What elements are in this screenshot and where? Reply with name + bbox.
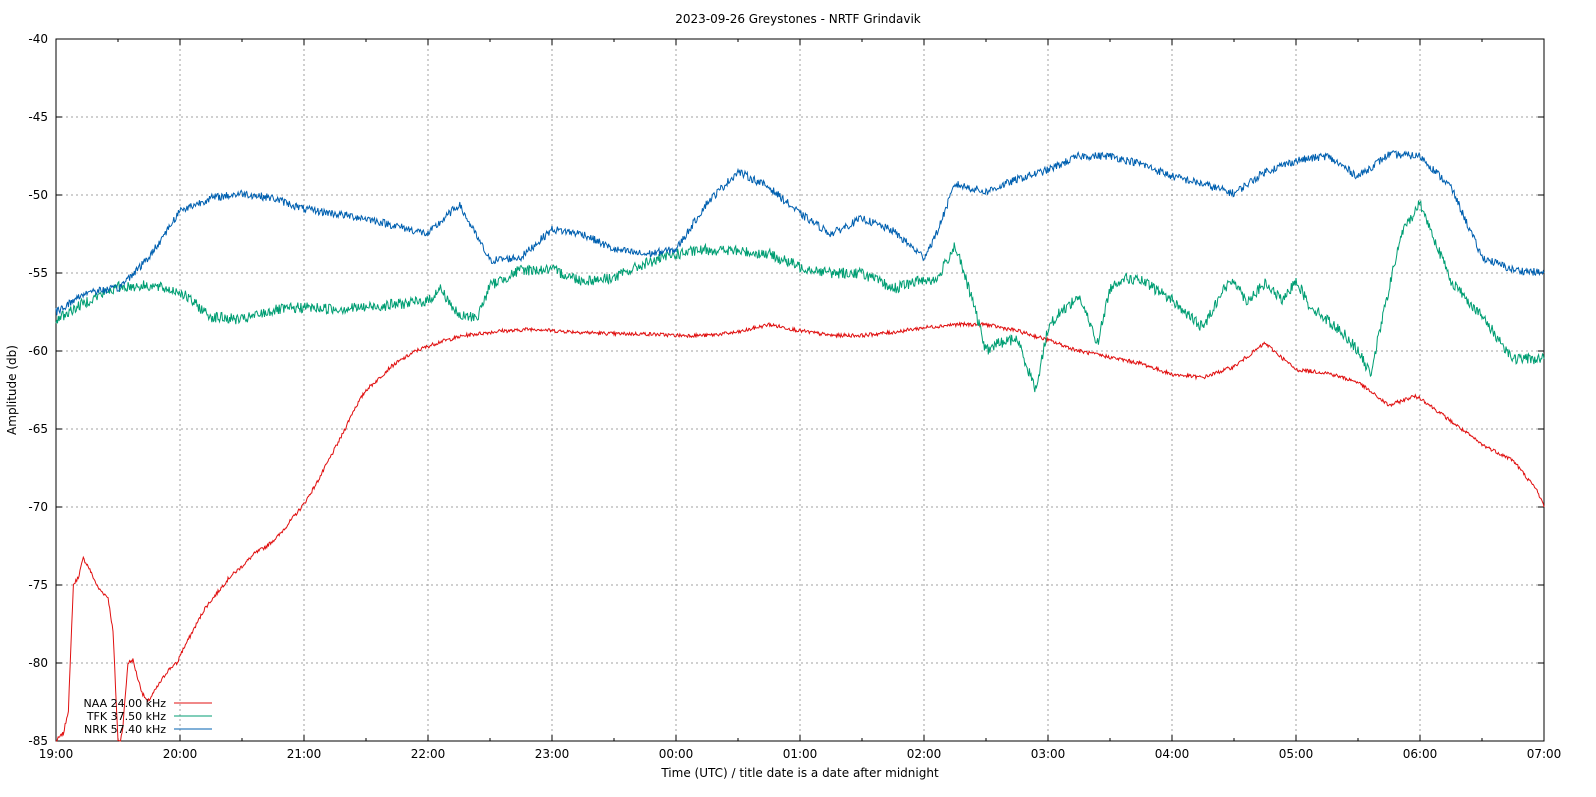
y-tick-label: -60 bbox=[28, 344, 48, 358]
y-tick-label: -75 bbox=[28, 578, 48, 592]
x-axis: 19:00 20:00 21:00 22:00 23:00 00:00 01:00 02:00… bbox=[39, 39, 1562, 761]
chart-title: 2023-09-26 Greystones - NRTF Grindavik bbox=[675, 12, 921, 26]
x-tick-label: 07:00 bbox=[1527, 747, 1562, 761]
legend-label-nrk: NRK 57.40 kHz bbox=[84, 723, 166, 736]
y-axis-label: Amplitude (db) bbox=[5, 345, 19, 435]
x-tick-label: 01:00 bbox=[783, 747, 818, 761]
legend-label-tfk: TFK 37.50 kHz bbox=[86, 710, 166, 723]
x-tick-label: 20:00 bbox=[163, 747, 198, 761]
series-line-tfk bbox=[55, 200, 1545, 393]
x-tick-label: 03:00 bbox=[1031, 747, 1066, 761]
y-axis: -40 -45 -50 -55 -60 -65 -70 -75 -80 -85 bbox=[28, 32, 1544, 748]
x-tick-label: 06:00 bbox=[1403, 747, 1438, 761]
x-tick-label: 02:00 bbox=[907, 747, 942, 761]
x-tick-label: 21:00 bbox=[287, 747, 322, 761]
y-tick-label: -65 bbox=[28, 422, 48, 436]
series-layer bbox=[55, 150, 1545, 742]
y-tick-label: -45 bbox=[28, 110, 48, 124]
y-tick-label: -50 bbox=[28, 188, 48, 202]
y-tick-label: -70 bbox=[28, 500, 48, 514]
y-tick-label: -85 bbox=[28, 734, 48, 748]
grid bbox=[56, 39, 1544, 741]
x-tick-label: 04:00 bbox=[1155, 747, 1190, 761]
series-line-naa bbox=[55, 320, 1545, 742]
y-tick-label: -55 bbox=[28, 266, 48, 280]
x-tick-label: 00:00 bbox=[659, 747, 694, 761]
x-tick-label: 22:00 bbox=[411, 747, 446, 761]
legend-label-naa: NAA 24.00 kHz bbox=[84, 697, 167, 710]
x-axis-label: Time (UTC) / title date is a date after … bbox=[660, 766, 939, 780]
x-tick-label: 05:00 bbox=[1279, 747, 1314, 761]
y-tick-label: -40 bbox=[28, 32, 48, 46]
x-tick-label: 19:00 bbox=[39, 747, 74, 761]
x-tick-label: 23:00 bbox=[535, 747, 570, 761]
y-tick-label: -80 bbox=[28, 656, 48, 670]
series-line-nrk bbox=[55, 150, 1545, 316]
